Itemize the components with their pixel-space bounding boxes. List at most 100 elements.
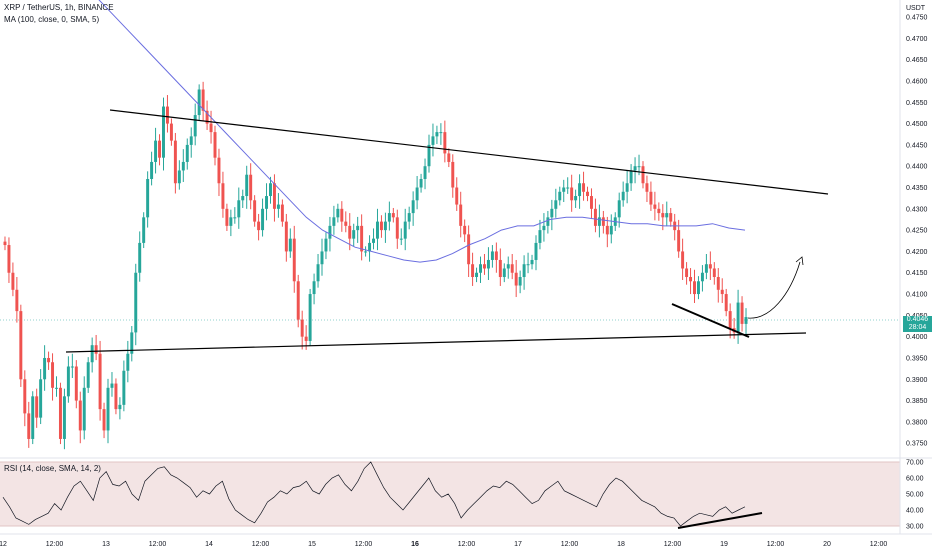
- candle-body: [31, 396, 35, 439]
- candle-body: [700, 272, 704, 282]
- candle-body: [459, 204, 463, 226]
- candle-body: [502, 268, 506, 278]
- time-axis[interactable]: 12 12:00 13 12:00 14 12:00 15 12:00 16 12:00 17 12:…: [0, 541, 887, 548]
- time-tick-label: 19: [720, 541, 728, 548]
- candle-body: [368, 242, 372, 252]
- candle-body: [130, 332, 134, 354]
- triangle-lower-trendline[interactable]: [65, 332, 807, 353]
- price-tick-label: 0.3750: [906, 441, 928, 448]
- candle-body: [364, 251, 368, 253]
- candle-body: [562, 187, 566, 192]
- candle-body: [479, 264, 482, 273]
- candle-body: [475, 272, 479, 278]
- candle-body: [514, 272, 518, 286]
- candle-body: [379, 221, 383, 231]
- candle-body: [344, 221, 348, 226]
- price-tick-label: 0.4700: [906, 36, 928, 43]
- candle-body: [292, 238, 296, 282]
- candle-body: [605, 225, 609, 235]
- candle-body: [665, 213, 669, 218]
- candle-body: [570, 187, 574, 201]
- candle-body: [681, 251, 685, 269]
- candle-body: [724, 294, 728, 312]
- time-tick-label: 12:00: [664, 541, 682, 548]
- candle-body: [736, 302, 740, 333]
- price-tick-label: 0.4000: [906, 334, 928, 341]
- rsi-tick-label: 60.00: [906, 476, 924, 483]
- candle-body: [15, 289, 19, 312]
- candle-body: [423, 166, 427, 179]
- candle-body: [601, 217, 605, 226]
- time-tick-label: 17: [514, 541, 522, 548]
- rsi-legend[interactable]: RSI (14, close, SMA, 14, 2): [4, 464, 101, 473]
- candle-body: [649, 191, 653, 205]
- rsi-tick-label: 40.00: [906, 508, 924, 515]
- candle-body: [744, 317, 748, 324]
- candle-body: [55, 387, 58, 389]
- rsi-divergence-line[interactable]: [677, 512, 763, 529]
- current-price-badge: 0.4046 28:04: [903, 316, 932, 332]
- candle-body: [158, 140, 162, 158]
- time-tick-label: 12:00: [458, 541, 476, 548]
- candle-body: [27, 413, 31, 439]
- candle-body: [617, 200, 621, 218]
- candle-body: [407, 213, 411, 222]
- candle-body: [542, 225, 546, 231]
- candle-body: [185, 144, 189, 162]
- candle-body: [197, 89, 201, 116]
- candle-body: [94, 345, 98, 354]
- price-tick-label: 0.4100: [906, 292, 928, 299]
- candle-body: [280, 204, 284, 222]
- candle-body: [387, 213, 391, 222]
- candle-body: [447, 153, 451, 162]
- price-tick-label: 0.3900: [906, 377, 928, 384]
- ma-legend[interactable]: MA (100, close, 0, SMA, 5): [4, 15, 100, 24]
- candle-body: [253, 200, 257, 222]
- candle-body: [340, 208, 344, 222]
- candle-body: [146, 178, 150, 218]
- candle-body: [360, 225, 364, 252]
- candle-body: [455, 187, 459, 205]
- candle-body: [728, 311, 732, 329]
- candle-body: [411, 200, 415, 214]
- candle-body: [637, 166, 641, 168]
- candle-body: [74, 366, 78, 401]
- candle-body: [7, 245, 11, 273]
- candle-body: [593, 208, 597, 226]
- candle-body: [296, 281, 300, 320]
- triangle-upper-trendline[interactable]: [109, 109, 829, 195]
- candle-body: [229, 217, 233, 226]
- candle-body: [249, 174, 253, 201]
- candle-body: [372, 238, 375, 243]
- candle-body: [276, 204, 280, 209]
- price-divergence-line[interactable]: [671, 303, 750, 338]
- candle-body: [518, 277, 522, 286]
- rsi-line: [2, 461, 746, 527]
- candle-body: [70, 366, 74, 368]
- candle-body: [550, 208, 554, 218]
- currency-label[interactable]: USDT: [906, 5, 926, 12]
- candle-body: [657, 208, 661, 214]
- candle-body: [609, 225, 613, 235]
- candle-body: [696, 281, 700, 295]
- symbol-title[interactable]: XRP / TetherUS, 1h, BINANCE: [4, 3, 114, 12]
- candle-body: [669, 213, 673, 222]
- candle-body: [356, 225, 360, 231]
- candle-body: [58, 387, 62, 439]
- candle-body: [336, 208, 340, 218]
- candle-body: [62, 396, 66, 439]
- candle-body: [162, 106, 165, 158]
- candle-body: [78, 400, 82, 431]
- candle-body: [51, 362, 55, 388]
- candle-body: [332, 217, 336, 226]
- price-axis[interactable]: 0.4750 0.4700 0.4650 0.4600 0.4550 0.4500 0.44…: [906, 15, 928, 448]
- candle-body: [463, 225, 467, 235]
- candle-body: [102, 409, 106, 431]
- candle-body: [399, 238, 403, 240]
- rsi-axis[interactable]: 70.00 60.00 50.00 40.00 30.00: [906, 460, 924, 531]
- candle-body: [348, 225, 352, 239]
- projection-arrow-path[interactable]: [747, 261, 801, 319]
- price-tick-label: 0.4350: [906, 185, 928, 192]
